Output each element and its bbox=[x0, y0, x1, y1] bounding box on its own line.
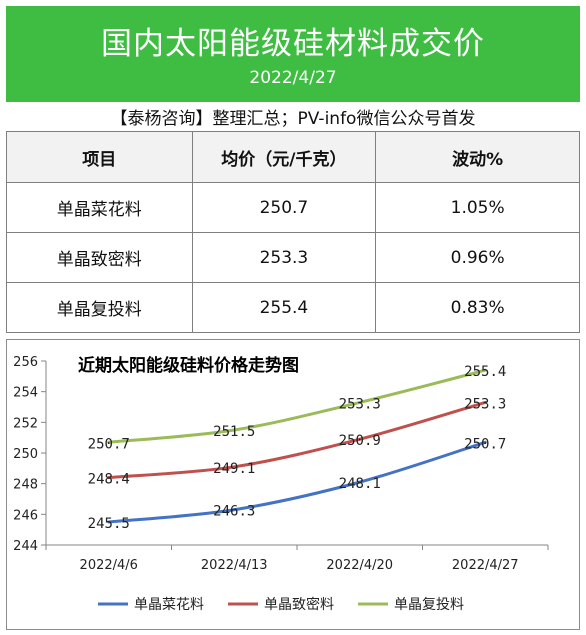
table-header-cell: 波动% bbox=[375, 131, 580, 183]
table-cell: 255.4 bbox=[191, 282, 377, 333]
table-cell: 253.3 bbox=[191, 232, 377, 283]
source-note: 【泰杨咨询】整理汇总；PV-info微信公众号首发 bbox=[110, 109, 476, 129]
data-label: 255.4 bbox=[464, 364, 506, 380]
price-table: 项目 均价（元/千克） 波动% 单晶菜花料 250.7 1.05% 单晶致密料 … bbox=[6, 131, 580, 333]
data-label: 248.4 bbox=[88, 472, 130, 488]
chart-frame bbox=[6, 339, 580, 630]
table-row: 单晶复投料 255.4 0.83% bbox=[6, 282, 580, 333]
x-tick-label: 2022/4/6 bbox=[80, 558, 138, 573]
data-label: 253.3 bbox=[339, 396, 381, 412]
table-cell: 0.83% bbox=[375, 282, 580, 333]
y-tick-label: 252 bbox=[13, 416, 38, 431]
table-cell: 单晶致密料 bbox=[6, 232, 193, 283]
legend-label: 单晶复投料 bbox=[394, 596, 464, 613]
legend-label: 单晶菜花料 bbox=[134, 597, 204, 613]
data-label: 251.5 bbox=[213, 424, 255, 440]
price-trend-chart: 近期太阳能级硅料价格走势图 244 246 248 250 252 254 256 2022/… bbox=[13, 355, 549, 613]
table-cell: 1.05% bbox=[375, 182, 580, 233]
table-cell: 250.7 bbox=[191, 182, 377, 233]
x-tick-label: 2022/4/20 bbox=[326, 558, 393, 573]
y-tick-label: 248 bbox=[13, 478, 38, 493]
table-header-cell: 项目 bbox=[6, 131, 193, 183]
data-label: 248.1 bbox=[339, 476, 381, 492]
data-label: 249.1 bbox=[213, 461, 255, 477]
data-label: 250.7 bbox=[88, 436, 130, 452]
table-cell: 单晶菜花料 bbox=[6, 182, 193, 233]
y-tick-label: 250 bbox=[13, 447, 38, 462]
data-label: 246.3 bbox=[213, 504, 255, 520]
x-tick-label: 2022/4/13 bbox=[201, 558, 268, 573]
y-tick-label: 244 bbox=[13, 539, 38, 554]
table-cell: 单晶复投料 bbox=[6, 282, 193, 333]
x-tick-label: 2022/4/27 bbox=[452, 558, 519, 573]
data-label: 253.3 bbox=[464, 396, 506, 412]
header-banner: 国内太阳能级硅材料成交价 2022/4/27 bbox=[6, 6, 580, 102]
legend-label: 单晶致密料 bbox=[264, 596, 334, 613]
y-tick-label: 256 bbox=[13, 355, 38, 370]
y-tick-label: 254 bbox=[13, 386, 38, 401]
report-date: 2022/4/27 bbox=[249, 68, 337, 88]
series-line-3 bbox=[107, 368, 487, 444]
y-tick-label: 246 bbox=[13, 508, 38, 523]
table-row: 单晶菜花料 250.7 1.05% bbox=[6, 182, 580, 233]
table-cell: 0.96% bbox=[375, 232, 580, 283]
series-line-2 bbox=[107, 400, 487, 480]
page-title: 国内太阳能级硅材料成交价 bbox=[101, 26, 485, 62]
table-header-row: 项目 均价（元/千克） 波动% bbox=[6, 131, 580, 183]
table-header-cell: 均价（元/千克） bbox=[191, 131, 377, 183]
series-line-1 bbox=[107, 440, 487, 524]
data-label: 245.5 bbox=[88, 516, 130, 532]
chart-title: 近期太阳能级硅料价格走势图 bbox=[78, 355, 299, 376]
data-label: 250.9 bbox=[339, 433, 381, 449]
data-label: 250.7 bbox=[464, 436, 506, 452]
table-row: 单晶致密料 253.3 0.96% bbox=[6, 232, 580, 283]
